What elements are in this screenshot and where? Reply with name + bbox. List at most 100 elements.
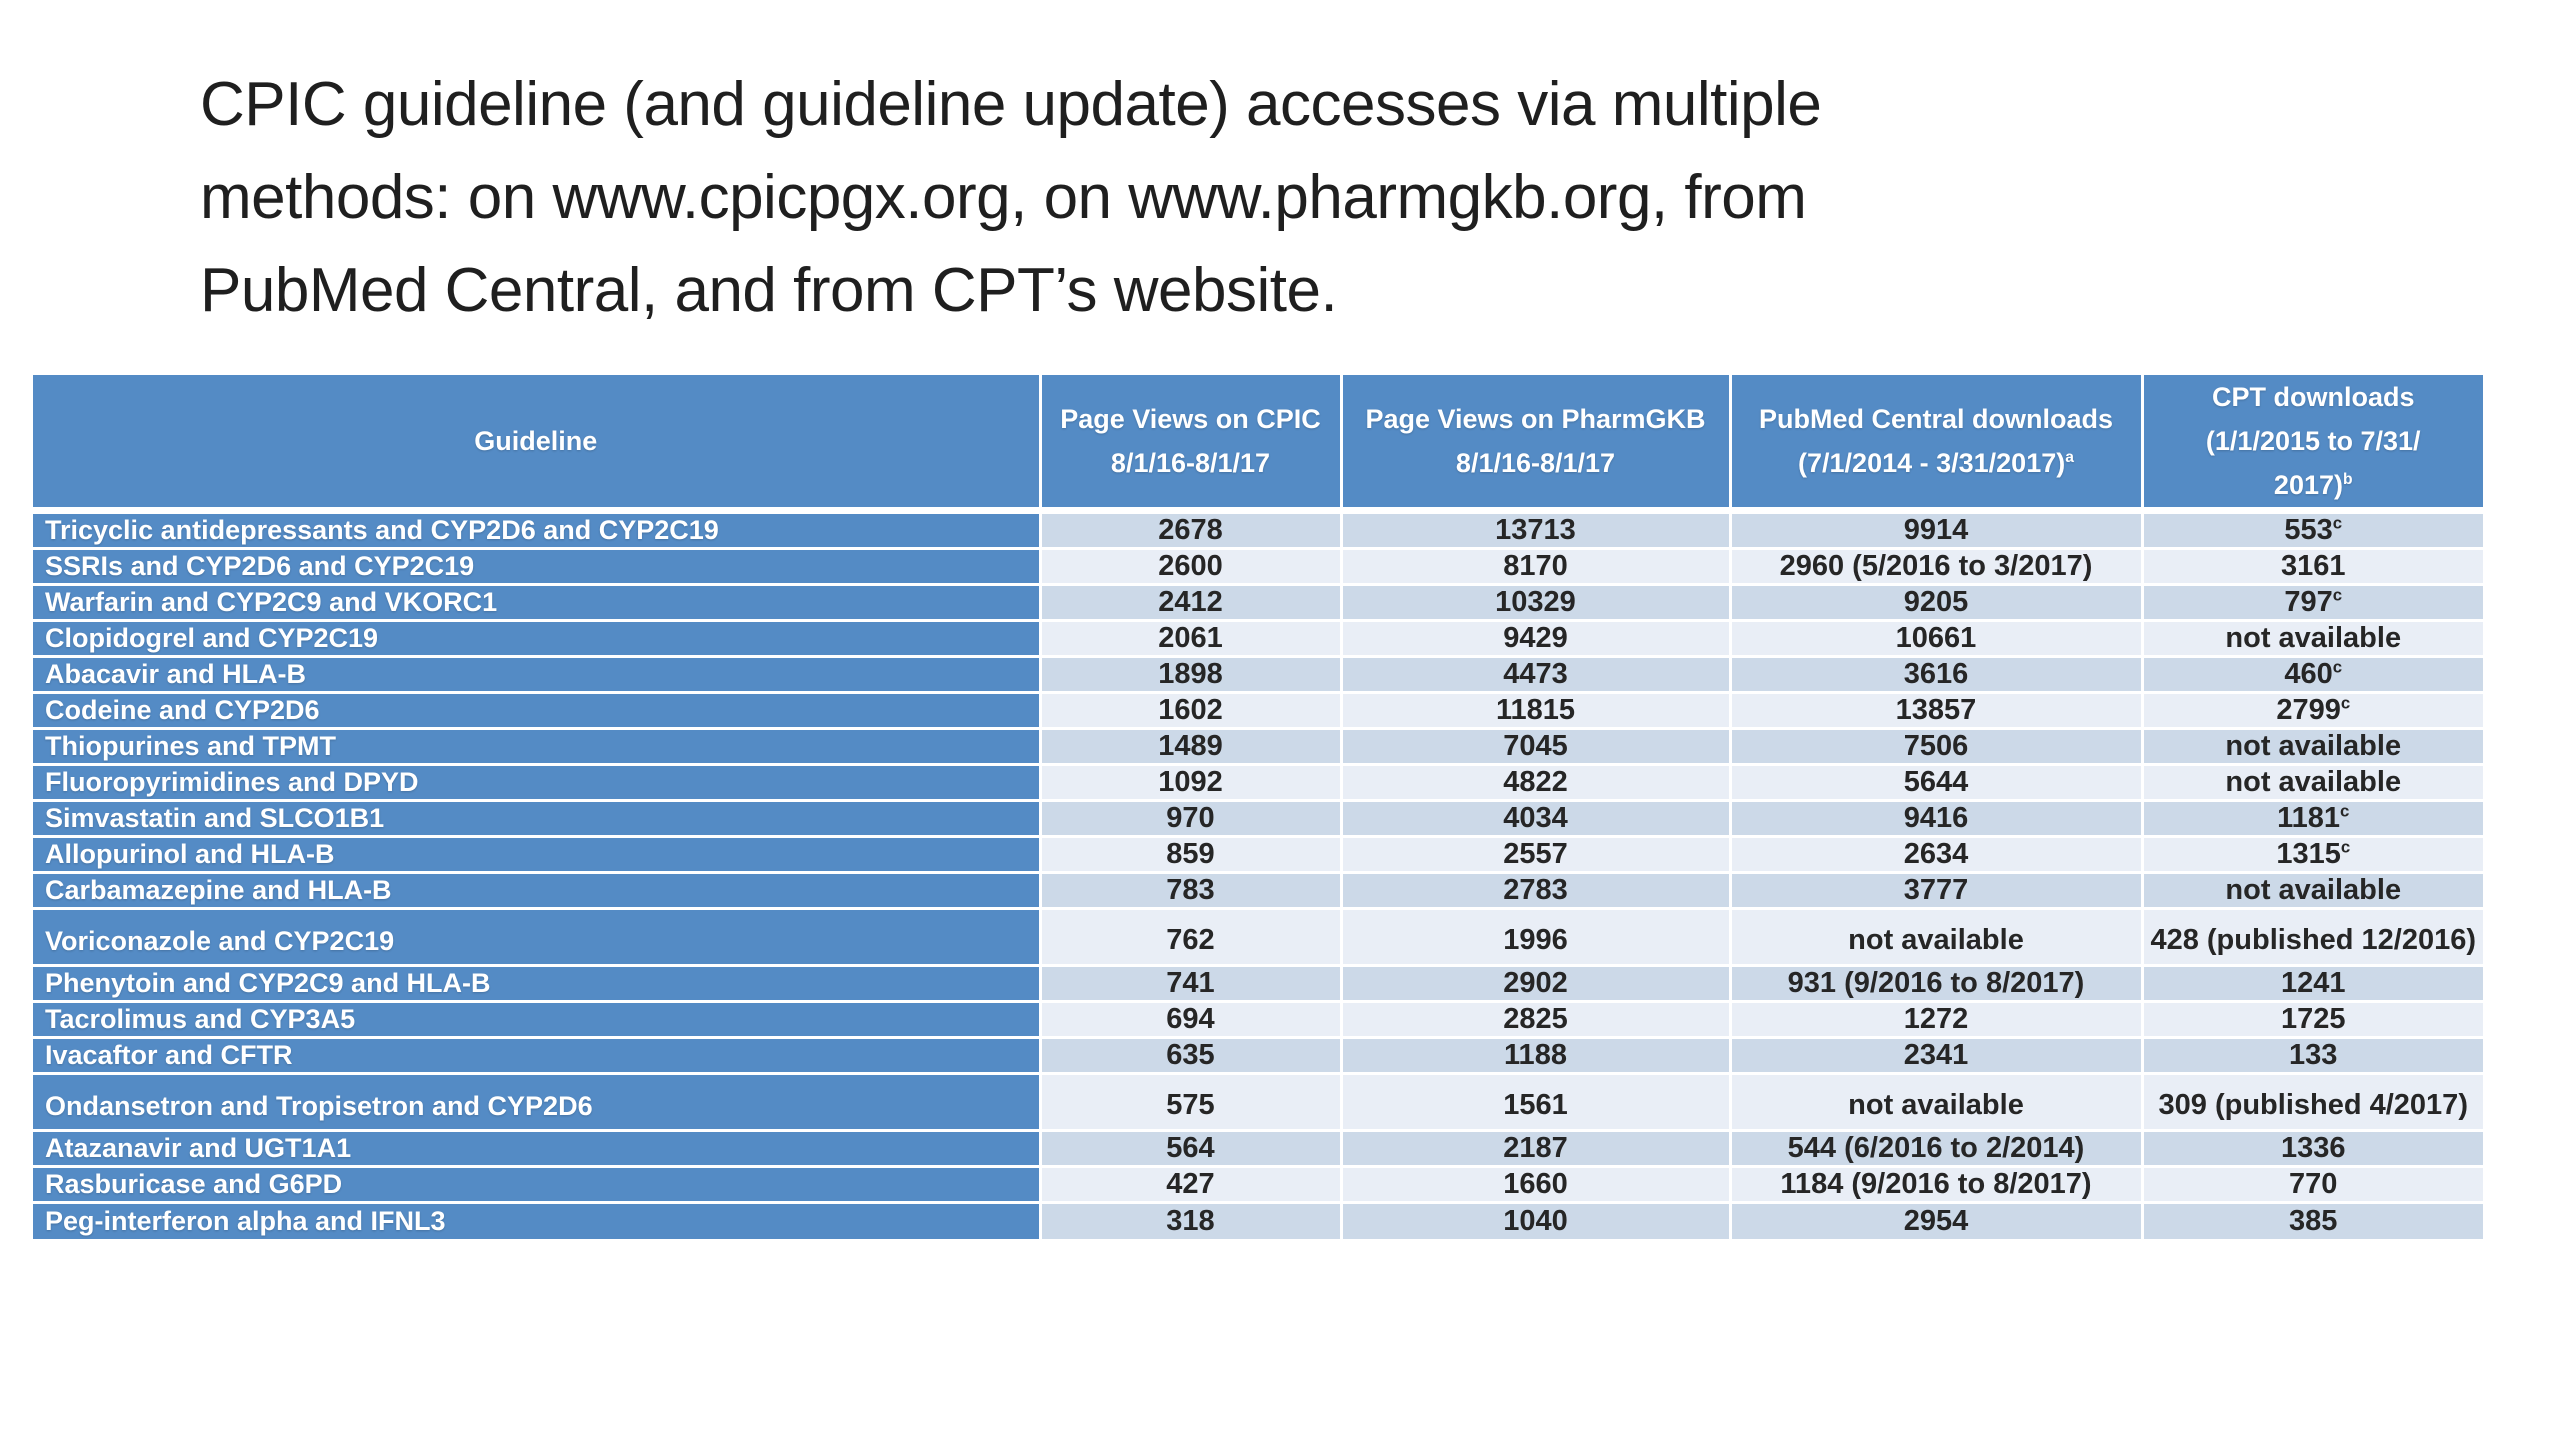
pubmed-downloads-cell: 9205	[1728, 583, 2144, 622]
guideline-cell: Phenytoin and CYP2C9 and HLA-B	[33, 964, 1042, 1003]
footnote-marker: b	[2342, 471, 2353, 488]
col-header-pharmgkb: Page Views on PharmGKB 8/1/16-8/1/17	[1339, 375, 1732, 514]
guideline-cell: Thiopurines and TPMT	[33, 727, 1042, 766]
pharmgkb-views-cell: 7045	[1339, 727, 1732, 766]
cpt-downloads-cell: 1315c	[2140, 835, 2483, 874]
cpt-downloads-cell: 428 (published 12/2016)	[2140, 907, 2483, 967]
guideline-cell: Warfarin and CYP2C9 and VKORC1	[33, 583, 1042, 622]
table-row: Warfarin and CYP2C9 and VKORC1 2412 10329 9…	[33, 583, 2483, 622]
table-row: Clopidogrel and CYP2C19 2061 9429 10661 not …	[33, 619, 2483, 658]
table-header: Guideline Page Views on CPIC 8/1/16-8/1/17…	[33, 375, 2483, 514]
footnote-marker: c	[2332, 513, 2343, 533]
pharmgkb-views-cell: 4822	[1339, 763, 1732, 802]
pharmgkb-views-cell: 4034	[1339, 799, 1732, 838]
pubmed-downloads-cell: 7506	[1728, 727, 2144, 766]
table-row: Ondansetron and Tropisetron and CYP2D6 57…	[33, 1072, 2483, 1132]
table-row: Rasburicase and G6PD 427 1660 1184 (9/2016 …	[33, 1165, 2483, 1204]
cpt-downloads-cell: 1336	[2140, 1129, 2483, 1168]
table-row: Ivacaftor and CFTR 635 1188 2341 133	[33, 1036, 2483, 1075]
pubmed-downloads-cell: 2960 (5/2016 to 3/2017)	[1728, 547, 2144, 586]
cpic-views-cell: 2061	[1038, 619, 1343, 658]
table-row: SSRIs and CYP2D6 and CYP2C19 2600 8170 2960…	[33, 547, 2483, 586]
pharmgkb-views-cell: 2825	[1339, 1000, 1732, 1039]
cpic-views-cell: 635	[1038, 1036, 1343, 1075]
table-row: Abacavir and HLA-B 1898 4473 3616 460c	[33, 655, 2483, 694]
cpic-views-cell: 427	[1038, 1165, 1343, 1204]
pharmgkb-views-cell: 1996	[1339, 907, 1732, 967]
pharmgkb-views-cell: 4473	[1339, 655, 1732, 694]
cpt-downloads-cell: 797c	[2140, 583, 2483, 622]
pharmgkb-views-cell: 13713	[1339, 509, 1732, 550]
cpic-views-cell: 783	[1038, 871, 1343, 910]
col-header-guideline: Guideline	[33, 375, 1042, 514]
table-row: Tacrolimus and CYP3A5 694 2825 1272 1725	[33, 1000, 2483, 1039]
cpt-downloads-cell: 1241	[2140, 964, 2483, 1003]
pubmed-downloads-cell: 2634	[1728, 835, 2144, 874]
guideline-cell: Tacrolimus and CYP3A5	[33, 1000, 1042, 1039]
cpic-views-cell: 970	[1038, 799, 1343, 838]
cpic-views-cell: 694	[1038, 1000, 1343, 1039]
cpic-views-cell: 575	[1038, 1072, 1343, 1132]
cpt-downloads-cell: 133	[2140, 1036, 2483, 1075]
pubmed-downloads-cell: 5644	[1728, 763, 2144, 802]
cpt-downloads-cell: 309 (published 4/2017)	[2140, 1072, 2483, 1132]
pubmed-downloads-cell: 9914	[1728, 509, 2144, 550]
cpt-downloads-cell: 3161	[2140, 547, 2483, 586]
footnote-marker: a	[2065, 449, 2074, 466]
cpt-downloads-cell: not available	[2140, 763, 2483, 802]
pubmed-downloads-cell: 3777	[1728, 871, 2144, 910]
pharmgkb-views-cell: 11815	[1339, 691, 1732, 730]
table-row: Codeine and CYP2D6 1602 11815 13857 2799c	[33, 691, 2483, 730]
pubmed-downloads-cell: 1272	[1728, 1000, 2144, 1039]
pharmgkb-views-cell: 2557	[1339, 835, 1732, 874]
table-row: Voriconazole and CYP2C19 762 1996 not avail…	[33, 907, 2483, 967]
cpic-views-cell: 741	[1038, 964, 1343, 1003]
pharmgkb-views-cell: 9429	[1339, 619, 1732, 658]
guideline-cell: Ivacaftor and CFTR	[33, 1036, 1042, 1075]
pharmgkb-views-cell: 1040	[1339, 1201, 1732, 1239]
cpt-downloads-cell: 553c	[2140, 509, 2483, 550]
guideline-cell: Abacavir and HLA-B	[33, 655, 1042, 694]
cpic-views-cell: 1898	[1038, 655, 1343, 694]
pharmgkb-views-cell: 10329	[1339, 583, 1732, 622]
table-body: Tricyclic antidepressants and CYP2D6 and…	[33, 509, 2483, 1239]
guideline-cell: Simvastatin and SLCO1B1	[33, 799, 1042, 838]
slide-title: CPIC guideline (and guideline update) ac…	[200, 70, 1822, 325]
pubmed-downloads-cell: 1184 (9/2016 to 8/2017)	[1728, 1165, 2144, 1204]
table-row: Tricyclic antidepressants and CYP2D6 and…	[33, 509, 2483, 550]
col-header-pubmed: PubMed Central downloads (7/1/2014 - 3/31…	[1728, 375, 2144, 514]
cpic-views-cell: 318	[1038, 1201, 1343, 1239]
pharmgkb-views-cell: 1188	[1339, 1036, 1732, 1075]
cpic-views-cell: 564	[1038, 1129, 1343, 1168]
table-row: Fluoropyrimidines and DPYD 1092 4822 5644 no…	[33, 763, 2483, 802]
cpic-views-cell: 1602	[1038, 691, 1343, 730]
cpic-views-cell: 1092	[1038, 763, 1343, 802]
cpt-downloads-cell: 770	[2140, 1165, 2483, 1204]
table-row: Simvastatin and SLCO1B1 970 4034 9416 1181c	[33, 799, 2483, 838]
pubmed-downloads-cell: 544 (6/2016 to 2/2014)	[1728, 1129, 2144, 1168]
table-row: Atazanavir and UGT1A1 564 2187 544 (6/2016 …	[33, 1129, 2483, 1168]
cpic-views-cell: 2412	[1038, 583, 1343, 622]
header-row: Guideline Page Views on CPIC 8/1/16-8/1/17…	[33, 375, 2483, 514]
table-row: Phenytoin and CYP2C9 and HLA-B 741 2902 931…	[33, 964, 2483, 1003]
cpt-downloads-cell: 385	[2140, 1201, 2483, 1239]
col-header-cpt: CPT downloads (1/1/2015 to 7/31/2017)b	[2140, 375, 2483, 514]
pharmgkb-views-cell: 2902	[1339, 964, 1732, 1003]
pharmgkb-views-cell: 1660	[1339, 1165, 1732, 1204]
guideline-cell: Carbamazepine and HLA-B	[33, 871, 1042, 910]
guideline-cell: Peg-interferon alpha and IFNL3	[33, 1201, 1042, 1239]
guideline-cell: Tricyclic antidepressants and CYP2D6 and…	[33, 509, 1042, 550]
table-row: Allopurinol and HLA-B 859 2557 2634 1315c	[33, 835, 2483, 874]
col-header-cpic: Page Views on CPIC 8/1/16-8/1/17	[1038, 375, 1343, 514]
footnote-marker: c	[2332, 585, 2343, 605]
table-row: Thiopurines and TPMT 1489 7045 7506 not avai…	[33, 727, 2483, 766]
pubmed-downloads-cell: 2954	[1728, 1201, 2144, 1239]
guideline-cell: Voriconazole and CYP2C19	[33, 907, 1042, 967]
pubmed-downloads-cell: not available	[1728, 1072, 2144, 1132]
cpt-downloads-cell: not available	[2140, 727, 2483, 766]
cpt-downloads-cell: 1181c	[2140, 799, 2483, 838]
footnote-marker: c	[2340, 837, 2351, 857]
pubmed-downloads-cell: 931 (9/2016 to 8/2017)	[1728, 964, 2144, 1003]
pubmed-downloads-cell: 10661	[1728, 619, 2144, 658]
pharmgkb-views-cell: 2187	[1339, 1129, 1732, 1168]
